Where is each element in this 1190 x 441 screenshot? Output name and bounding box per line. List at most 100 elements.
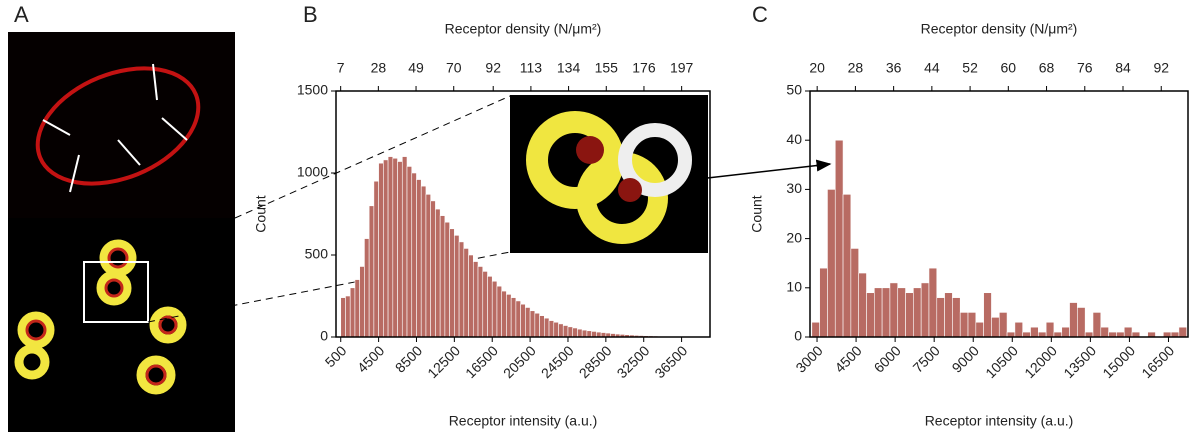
y-tick-label: 500 bbox=[305, 246, 329, 262]
x-tick-label: 16500 bbox=[1138, 342, 1177, 381]
x-tick-label: 13500 bbox=[1060, 342, 1099, 381]
x2-tick-label: 7 bbox=[337, 60, 345, 76]
bar bbox=[497, 286, 502, 337]
bar bbox=[459, 242, 464, 337]
bar bbox=[521, 304, 526, 337]
bar bbox=[1093, 312, 1101, 337]
x2-tick-label: 28 bbox=[848, 60, 864, 76]
bar bbox=[412, 173, 417, 337]
x-tick-label: 20500 bbox=[500, 342, 539, 381]
bar bbox=[369, 206, 374, 337]
x2-tick-label: 76 bbox=[1077, 60, 1093, 76]
bar bbox=[469, 255, 474, 337]
bar bbox=[812, 322, 820, 337]
bar bbox=[945, 293, 953, 337]
bar bbox=[1101, 327, 1109, 337]
x2-tick-label: 68 bbox=[1039, 60, 1055, 76]
bar bbox=[898, 288, 906, 337]
bar bbox=[393, 158, 398, 337]
bar bbox=[1031, 327, 1039, 337]
x2-tick-label: 60 bbox=[1001, 60, 1017, 76]
x2-axis-label: Receptor density (N/μm²) bbox=[445, 21, 602, 37]
x-tick-label: 12000 bbox=[1021, 342, 1060, 381]
bar bbox=[991, 317, 999, 337]
bar bbox=[525, 307, 530, 337]
bar bbox=[968, 312, 976, 337]
x-tick-label: 3000 bbox=[792, 342, 825, 375]
x2-tick-label: 20 bbox=[809, 60, 825, 76]
x-tick-label: 10500 bbox=[982, 342, 1021, 381]
bar bbox=[866, 293, 874, 337]
bar bbox=[952, 298, 960, 337]
y-tick-label: 40 bbox=[786, 131, 802, 147]
bar bbox=[820, 268, 828, 337]
x2-tick-label: 84 bbox=[1115, 60, 1131, 76]
bar bbox=[402, 157, 407, 337]
bar bbox=[511, 298, 516, 337]
bar bbox=[882, 288, 890, 337]
x-tick-label: 500 bbox=[322, 342, 350, 370]
bar bbox=[890, 283, 898, 337]
x-tick-label: 8500 bbox=[392, 342, 425, 375]
y-axis-label: Count bbox=[749, 195, 765, 232]
bar bbox=[843, 194, 851, 337]
bar bbox=[355, 280, 360, 337]
bar bbox=[435, 209, 440, 337]
bar bbox=[454, 235, 459, 337]
y-axis-label: Count bbox=[253, 195, 269, 232]
bar bbox=[592, 331, 597, 337]
bar bbox=[535, 313, 540, 337]
x-axis-label: Receptor intensity (a.u.) bbox=[449, 413, 598, 429]
x-tick-label: 24500 bbox=[538, 342, 577, 381]
x2-tick-label: 134 bbox=[557, 60, 581, 76]
bar bbox=[450, 229, 455, 337]
bar bbox=[1077, 307, 1085, 337]
x2-tick-label: 92 bbox=[1153, 60, 1169, 76]
y-tick-label: 20 bbox=[786, 229, 802, 245]
bar bbox=[937, 298, 945, 337]
bar bbox=[1070, 303, 1078, 337]
x2-tick-label: 92 bbox=[485, 60, 501, 76]
bar bbox=[960, 312, 968, 337]
bar bbox=[573, 328, 578, 337]
bar bbox=[999, 312, 1007, 337]
bar bbox=[473, 262, 478, 337]
bar bbox=[364, 239, 369, 337]
x-tick-label: 16500 bbox=[462, 342, 501, 381]
bar bbox=[530, 311, 535, 337]
x2-tick-label: 44 bbox=[924, 60, 940, 76]
y-tick-label: 0 bbox=[794, 328, 802, 344]
bar bbox=[568, 327, 573, 337]
x-tick-label: 7500 bbox=[910, 342, 943, 375]
x-tick-label: 12500 bbox=[424, 342, 463, 381]
panel-label: B bbox=[303, 2, 318, 27]
bar bbox=[906, 293, 914, 337]
arrow bbox=[690, 164, 830, 180]
bar bbox=[379, 163, 384, 337]
bar bbox=[921, 283, 929, 337]
y-tick-label: 0 bbox=[320, 328, 328, 344]
bar bbox=[540, 316, 545, 337]
inset-image bbox=[510, 95, 708, 253]
bar bbox=[976, 322, 984, 337]
bar bbox=[398, 162, 403, 337]
bar bbox=[984, 293, 992, 337]
bar bbox=[1124, 327, 1132, 337]
x2-tick-label: 49 bbox=[408, 60, 424, 76]
bar bbox=[478, 266, 483, 337]
bar bbox=[1062, 327, 1070, 337]
bar bbox=[345, 296, 350, 337]
bar bbox=[544, 318, 549, 337]
y-tick-label: 30 bbox=[786, 180, 802, 196]
bar bbox=[1015, 322, 1023, 337]
bar bbox=[416, 180, 421, 337]
bar bbox=[350, 288, 355, 337]
bar bbox=[587, 331, 592, 337]
bar bbox=[388, 157, 393, 337]
bar bbox=[374, 181, 379, 337]
bar bbox=[492, 281, 497, 337]
bar bbox=[559, 324, 564, 337]
bar bbox=[874, 288, 882, 337]
bar bbox=[827, 189, 835, 337]
